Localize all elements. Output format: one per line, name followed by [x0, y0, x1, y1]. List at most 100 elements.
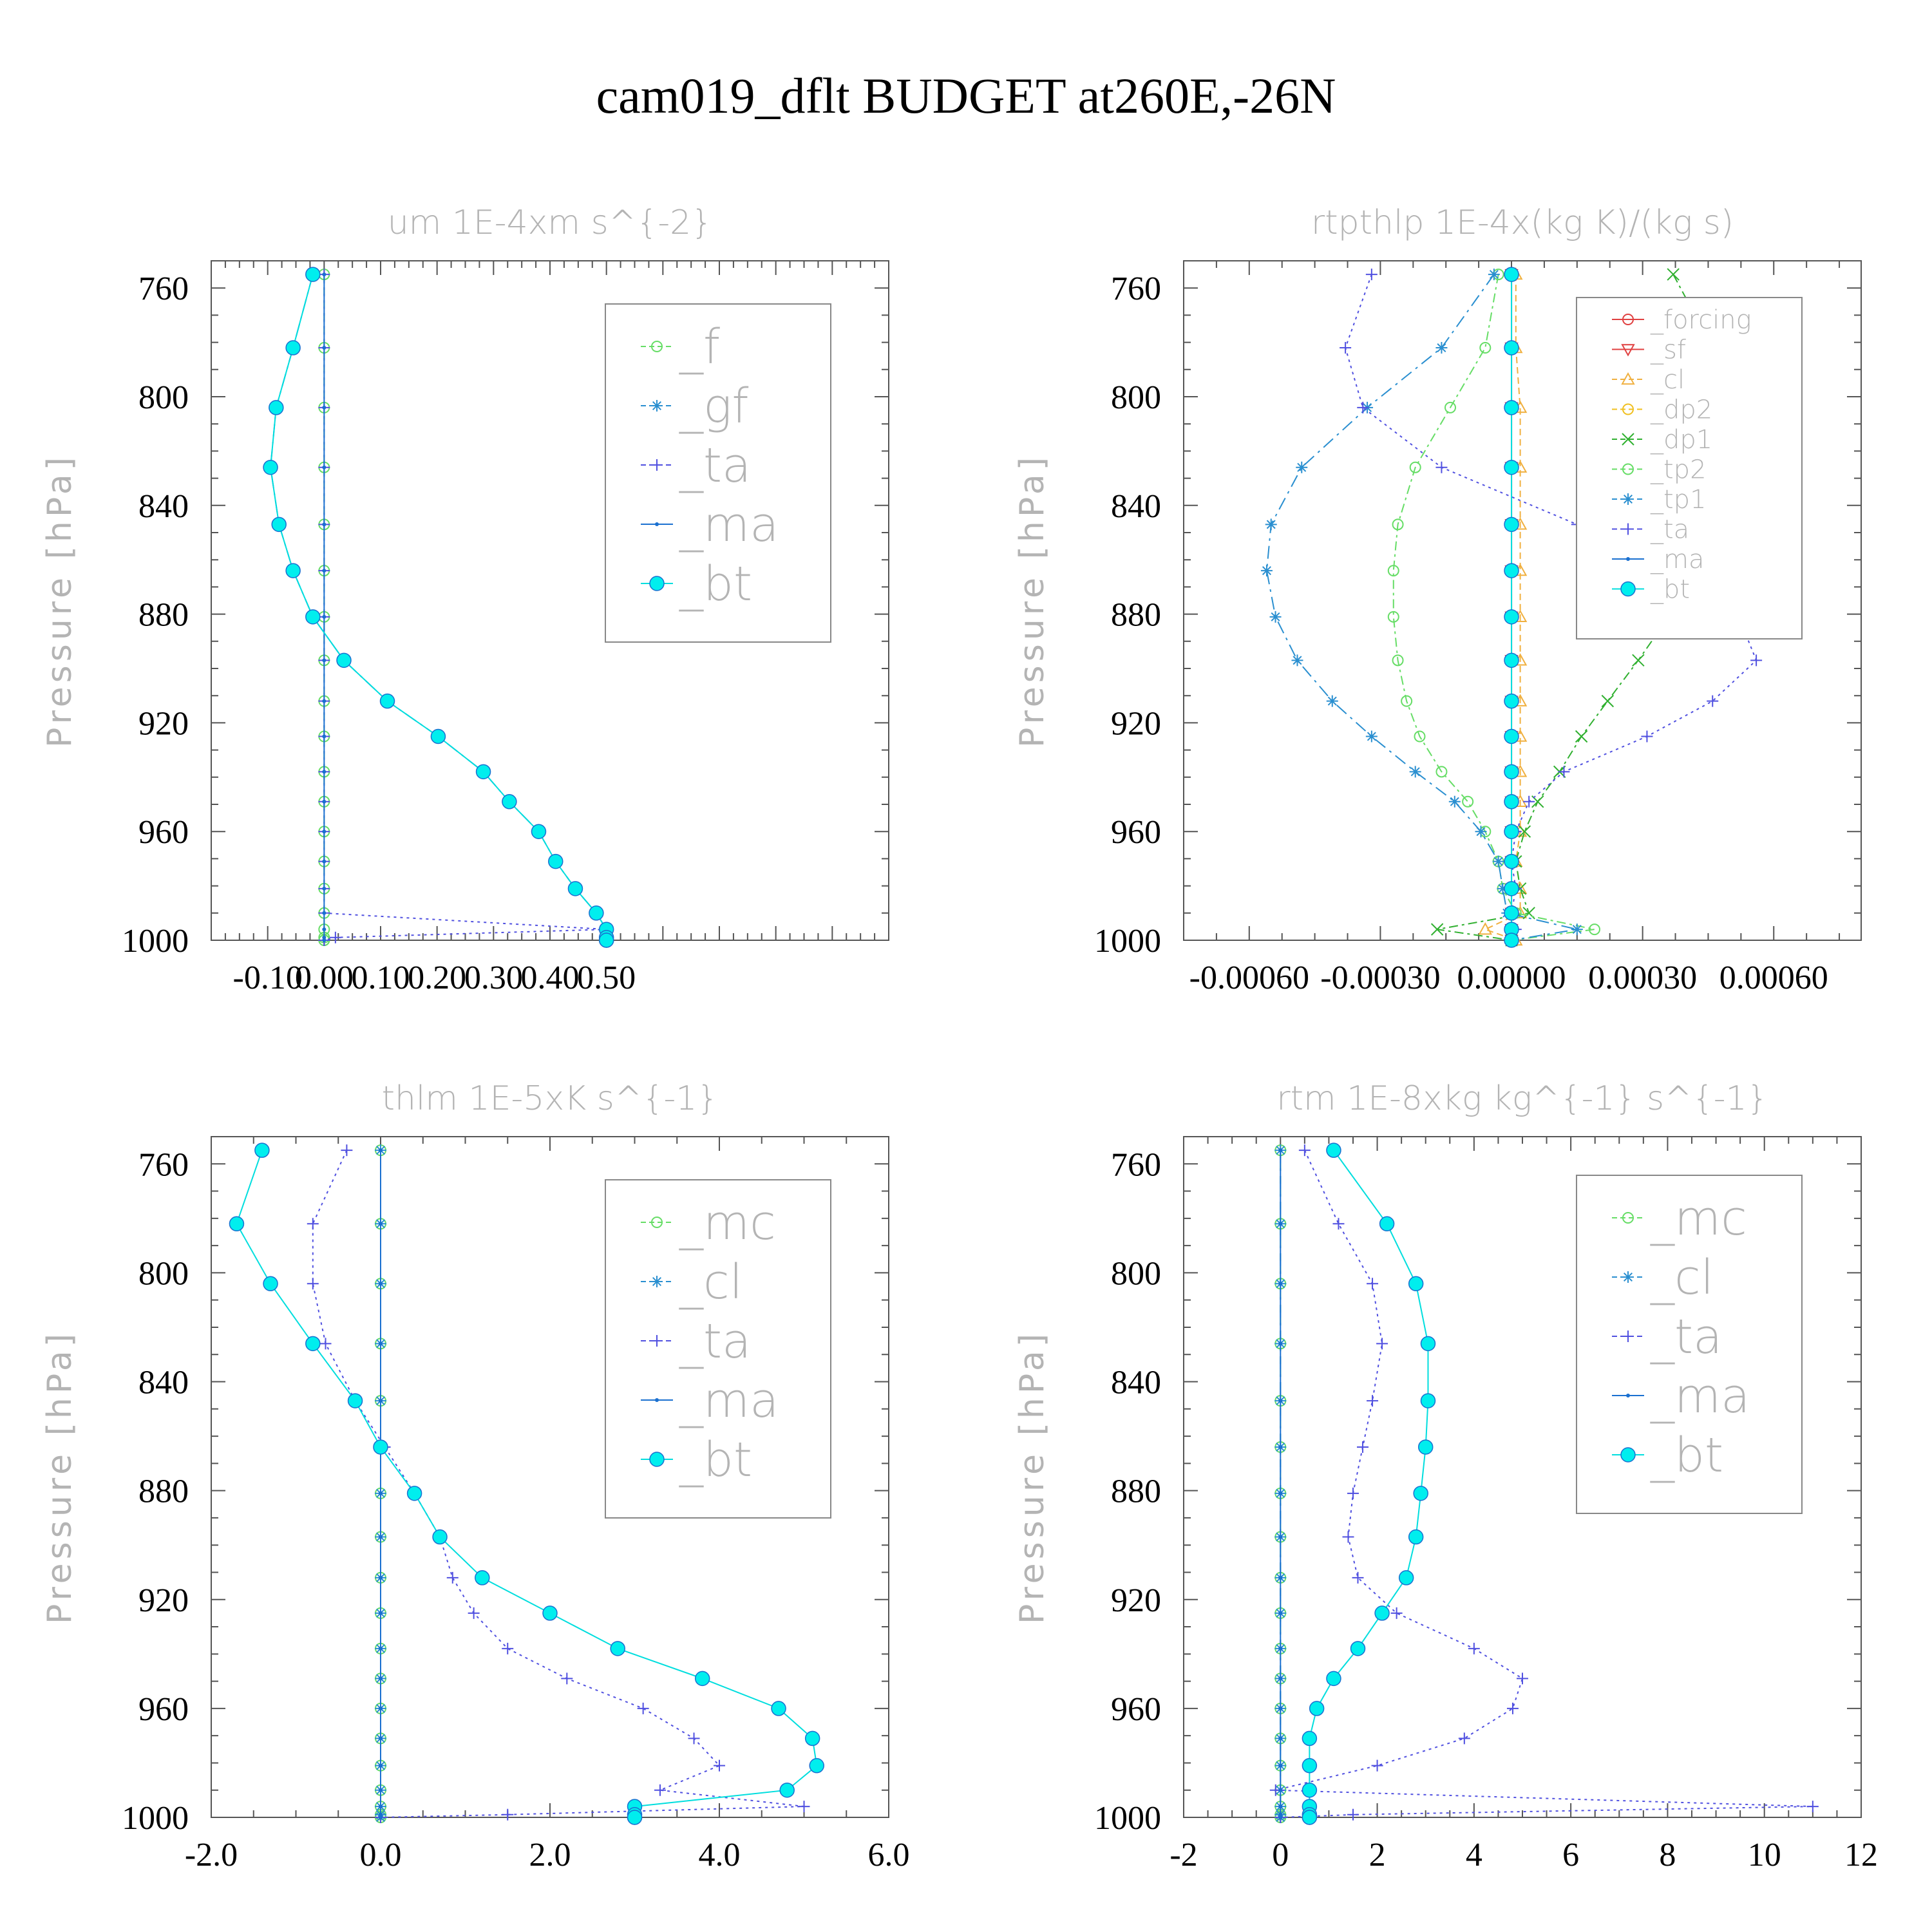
data-point: [406, 1486, 422, 1501]
data-point: [1387, 611, 1399, 623]
series-bt: [263, 267, 614, 948]
data-point: [1347, 1487, 1359, 1499]
data-point: [322, 614, 327, 619]
legend: _f_gf_ta_ma_bt: [605, 303, 831, 643]
data-point: [1478, 922, 1493, 935]
data-point: [379, 1399, 383, 1403]
data-point: [1392, 518, 1404, 531]
data-point: [1504, 728, 1519, 744]
data-point: [322, 569, 327, 573]
panel-thlm: thlm 1E-5xK s^{-1} Pressure [hPa] 760 800 84…: [41, 1079, 910, 1873]
data-point: [804, 1730, 820, 1747]
data-point: [1374, 1605, 1390, 1621]
legend-entry: _ta: [679, 438, 751, 493]
data-point: [322, 522, 327, 527]
y-tick-label: 760: [1111, 1146, 1161, 1183]
panel-title: rtpthlp 1E-4x(kg K)/(kg s): [1311, 204, 1734, 242]
x-tick-label: 0.50: [577, 960, 636, 996]
data-point: [1458, 1732, 1470, 1745]
data-point: [254, 1142, 270, 1158]
data-point: [307, 1278, 319, 1290]
data-point: [1504, 693, 1519, 709]
data-point: [1296, 461, 1308, 473]
data-point: [1408, 1276, 1424, 1292]
legend-marker: [651, 341, 663, 352]
data-point: [1367, 1278, 1379, 1290]
data-point: [1504, 459, 1519, 475]
data-point: [305, 267, 321, 282]
legend-entry: _f: [679, 319, 720, 375]
legend-entry: _ta: [1650, 515, 1689, 545]
data-point: [1518, 825, 1531, 838]
panels: um 1E-4xm s^{-2} Pressure [hPa] 760 800 840 8…: [41, 204, 1878, 1873]
legend-entry: _ma: [679, 1373, 779, 1428]
y-tick-label: 1000: [1094, 1800, 1161, 1837]
data-point: [1326, 1142, 1341, 1158]
data-point: [1278, 1491, 1283, 1495]
data-point: [1278, 1788, 1283, 1792]
data-point: [285, 340, 301, 355]
y-tick-label: 760: [138, 1146, 189, 1183]
data-point: [1504, 933, 1519, 948]
series-bt: [1302, 1142, 1436, 1825]
data-point: [809, 1757, 824, 1774]
data-point: [322, 886, 327, 891]
data-point: [1269, 611, 1282, 623]
data-point: [322, 859, 327, 864]
figure-title: cam019_dflt BUDGET at260E,-26N: [596, 68, 1336, 124]
y-tick-label: 840: [1111, 488, 1161, 525]
data-point: [654, 1784, 666, 1796]
data-point: [271, 516, 287, 533]
data-point: [379, 1815, 383, 1819]
y-tick-label: 800: [138, 1255, 189, 1292]
legend-marker: [651, 1276, 663, 1287]
data-point: [379, 1812, 383, 1817]
data-point: [379, 1763, 383, 1768]
data-point: [322, 799, 327, 804]
data-point: [1750, 654, 1763, 667]
data-point: [322, 346, 327, 350]
legend-entry: _mc: [1650, 1191, 1747, 1246]
series-cl: [1478, 267, 1528, 946]
data-point: [1504, 764, 1519, 780]
data-point: [1278, 1706, 1283, 1710]
x-tick-label: 2: [1369, 1837, 1386, 1873]
y-tick-label: 960: [138, 814, 189, 851]
series-bt: [229, 1142, 824, 1825]
legend-entry: _ma: [1650, 545, 1704, 574]
data-point: [379, 1676, 383, 1681]
data-point: [322, 699, 327, 703]
y-axis-label: Pressure [hPa]: [1013, 453, 1052, 748]
legend-marker: [1621, 344, 1635, 357]
data-point: [1392, 654, 1404, 667]
data-point: [1352, 1571, 1364, 1584]
data-point: [322, 405, 327, 410]
data-point: [1504, 400, 1519, 415]
data-point: [1379, 1216, 1395, 1232]
data-point: [1302, 1810, 1318, 1825]
data-point: [598, 933, 614, 948]
x-tick-label: 0.30: [464, 960, 523, 996]
data-point: [285, 563, 301, 578]
y-tick-label: 960: [138, 1691, 189, 1728]
data-point: [379, 1646, 383, 1651]
legend-entry: _dp2: [1650, 395, 1712, 425]
series-line: [1345, 274, 1757, 941]
panel-title: um 1E-4xm s^{-2}: [388, 204, 713, 242]
data-point: [561, 1672, 573, 1685]
y-tick-label: 760: [1111, 270, 1161, 307]
data-point: [1408, 1529, 1424, 1545]
data-point: [373, 1439, 388, 1455]
data-point: [1390, 1607, 1403, 1619]
data-point: [1376, 1338, 1388, 1350]
data-point: [305, 609, 321, 625]
legend-entry: _mc: [679, 1195, 776, 1251]
data-point: [1278, 1736, 1283, 1741]
series-line: [1392, 274, 1595, 941]
data-point: [1342, 1531, 1354, 1543]
data-point: [1504, 824, 1519, 839]
data-point: [1504, 267, 1519, 282]
y-tick-label: 800: [138, 379, 189, 416]
data-point: [1575, 730, 1588, 743]
x-tick-label: 0.0: [360, 1837, 402, 1873]
